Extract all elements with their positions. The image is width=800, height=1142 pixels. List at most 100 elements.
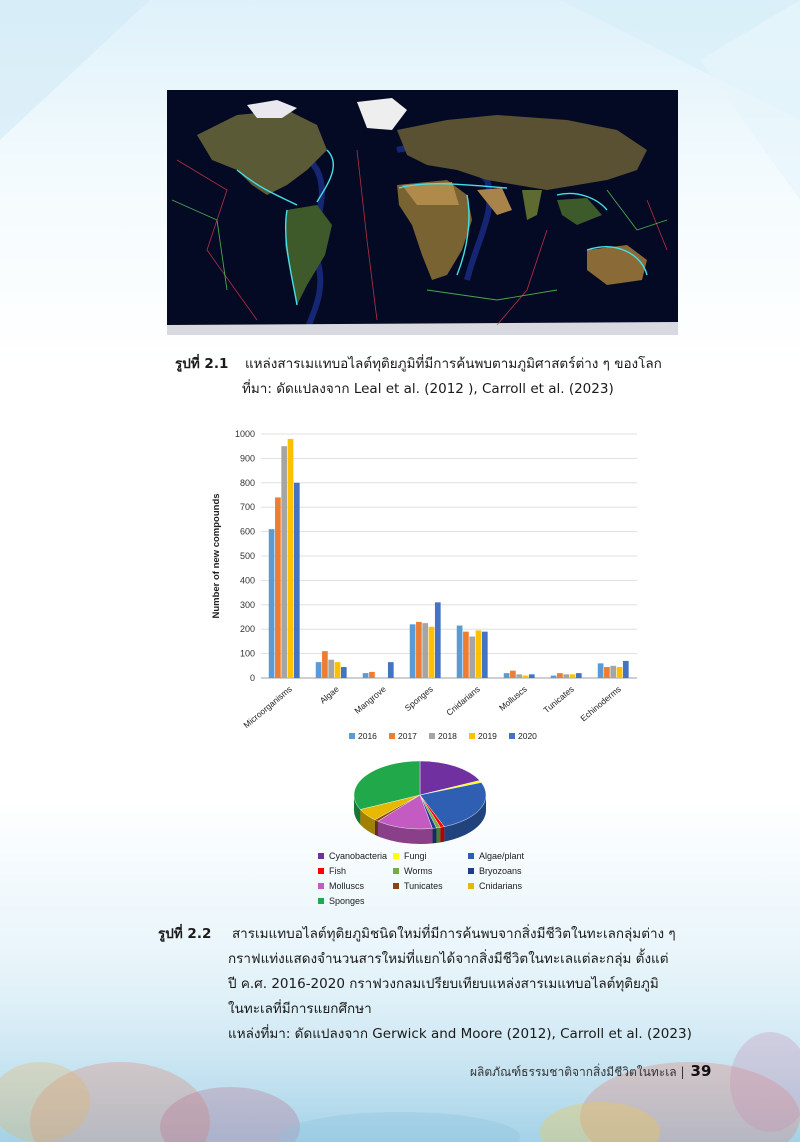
bar — [387, 662, 394, 678]
pie-chart-compound-sources — [353, 760, 487, 845]
bar — [469, 636, 476, 678]
caption-line-3: ปี ค.ศ. 2016-2020 กราฟวงกลมเปรียบเทียบแห… — [228, 976, 659, 992]
figure-2-2-caption: รูปที่ 2.2 สารเมแทบอไลต์ทุติยภูมิชนิดใหม… — [158, 922, 718, 1047]
pie-legend-item: Tunicates — [393, 881, 443, 891]
x-tick-label: Molluscs — [497, 684, 529, 713]
legend-label: Bryozoans — [479, 866, 522, 876]
legend-label: 2019 — [478, 731, 497, 741]
bar — [456, 625, 463, 678]
caption-line-2: กราฟแท่งแสดงจำนวนสารใหม่ที่แยกได้จากสิ่ง… — [228, 951, 669, 967]
y-tick-label: 200 — [240, 624, 255, 634]
bar — [475, 630, 482, 678]
bar — [604, 667, 610, 678]
bar — [287, 438, 294, 678]
bar — [481, 631, 488, 678]
bar — [510, 670, 516, 678]
x-tick-label: Tunicates — [541, 684, 575, 715]
caption-line-1: สารเมแทบอไลต์ทุติยภูมิชนิดใหม่ที่มีการค้… — [231, 926, 676, 942]
bar — [328, 659, 335, 678]
x-tick-label: Algae — [318, 684, 341, 706]
bar — [597, 663, 604, 678]
legend-swatch — [393, 853, 399, 859]
y-tick-label: 100 — [240, 649, 255, 659]
x-tick-label: Cnidarians — [444, 684, 482, 718]
bar — [550, 675, 557, 678]
y-tick-label: 1000 — [235, 429, 255, 439]
pie-legend-item: Algae/plant — [468, 851, 524, 861]
legend-label: Molluscs — [329, 881, 365, 891]
x-tick-label: Sponges — [403, 684, 435, 713]
legend-swatch — [349, 733, 355, 739]
bar — [428, 626, 435, 678]
pie-legend-item: Cnidarians — [468, 881, 522, 891]
bar — [463, 631, 469, 678]
background-decoration — [0, 0, 800, 200]
bar — [315, 662, 322, 678]
bar — [569, 674, 576, 678]
page-footer: ผลิตภัณฑ์ธรรมชาติจากสิ่งมีชีวิตในทะเล | 3… — [470, 1062, 712, 1082]
page-number: 39 — [690, 1062, 712, 1080]
legend-label: Worms — [404, 866, 433, 876]
pie-legend-item: Fish — [318, 866, 346, 876]
legend-label: Fungi — [404, 851, 427, 861]
legend-label: 2017 — [398, 731, 417, 741]
figure-source: ที่มา: ดัดแปลงจาก Leal et al. (2012 ), C… — [242, 381, 614, 397]
x-tick-label: Echinoderms — [578, 684, 622, 724]
legend-label: 2016 — [358, 731, 377, 741]
bar — [528, 674, 535, 678]
pie-legend-item: Molluscs — [318, 881, 364, 891]
bar-chart-new-compounds: 0 100 200 300 400 500 600 700 800 900 1000 Number o… — [211, 429, 637, 741]
y-tick-label: 600 — [240, 527, 255, 537]
legend-swatch — [468, 868, 474, 874]
bar — [275, 497, 281, 678]
legend-label: Fish — [329, 866, 347, 876]
legend-label: Cnidarians — [479, 881, 523, 891]
legend-label: 2018 — [438, 731, 457, 741]
bar — [616, 667, 623, 678]
legend-swatch — [318, 883, 324, 889]
pie-slice-sponges — [353, 760, 421, 810]
pie-slice-algae-plant — [419, 782, 487, 827]
bar — [522, 675, 529, 678]
pie-slice-side — [374, 819, 379, 837]
pie-slice-side — [432, 827, 437, 844]
y-tick-label: 900 — [240, 453, 255, 463]
footer-book-title: ผลิตภัณฑ์ธรรมชาติจากสิ่งมีชีวิตในทะเล | — [470, 1065, 685, 1079]
y-tick-label: 0 — [250, 673, 255, 683]
bar — [281, 446, 288, 678]
bar — [322, 651, 328, 678]
pie-slice-cyanobacteria — [419, 760, 481, 796]
bar — [575, 673, 582, 678]
legend-label: Sponges — [329, 896, 365, 906]
legend-swatch — [318, 898, 324, 904]
pie-legend-item: Sponges — [318, 896, 365, 906]
legend-label: Tunicates — [404, 881, 443, 891]
legend-swatch — [509, 733, 515, 739]
y-tick-label: 800 — [240, 478, 255, 488]
pie-slice-side — [440, 826, 445, 843]
coral-reef-background — [0, 912, 800, 1142]
bar — [434, 602, 441, 678]
bar — [369, 671, 375, 678]
pie-legend-item: Cyanobacteria — [318, 851, 387, 861]
bar — [409, 624, 416, 678]
y-tick-label: 700 — [240, 502, 255, 512]
legend-swatch — [468, 883, 474, 889]
legend-swatch — [469, 733, 475, 739]
y-tick-label: 300 — [240, 600, 255, 610]
pie-slice-side — [436, 827, 441, 844]
figure-label: รูปที่ 2.1 — [175, 356, 229, 372]
bar — [362, 673, 369, 678]
bar — [622, 660, 629, 678]
bar — [334, 662, 341, 678]
x-tick-label: Microorganisms — [241, 684, 293, 730]
figure-source: แหล่งที่มา: ดัดแปลงจาก Gerwick and Moore… — [228, 1026, 692, 1042]
world-map-image — [167, 90, 678, 335]
legend-label: 2020 — [518, 731, 537, 741]
bar — [340, 667, 347, 678]
bar — [610, 665, 617, 678]
bar — [293, 482, 300, 678]
bar — [557, 673, 563, 678]
legend-swatch — [389, 733, 395, 739]
figure-title: แหล่งสารเมแทบอไลต์ทุติยภูมิที่มีการค้นพบ… — [244, 356, 662, 372]
